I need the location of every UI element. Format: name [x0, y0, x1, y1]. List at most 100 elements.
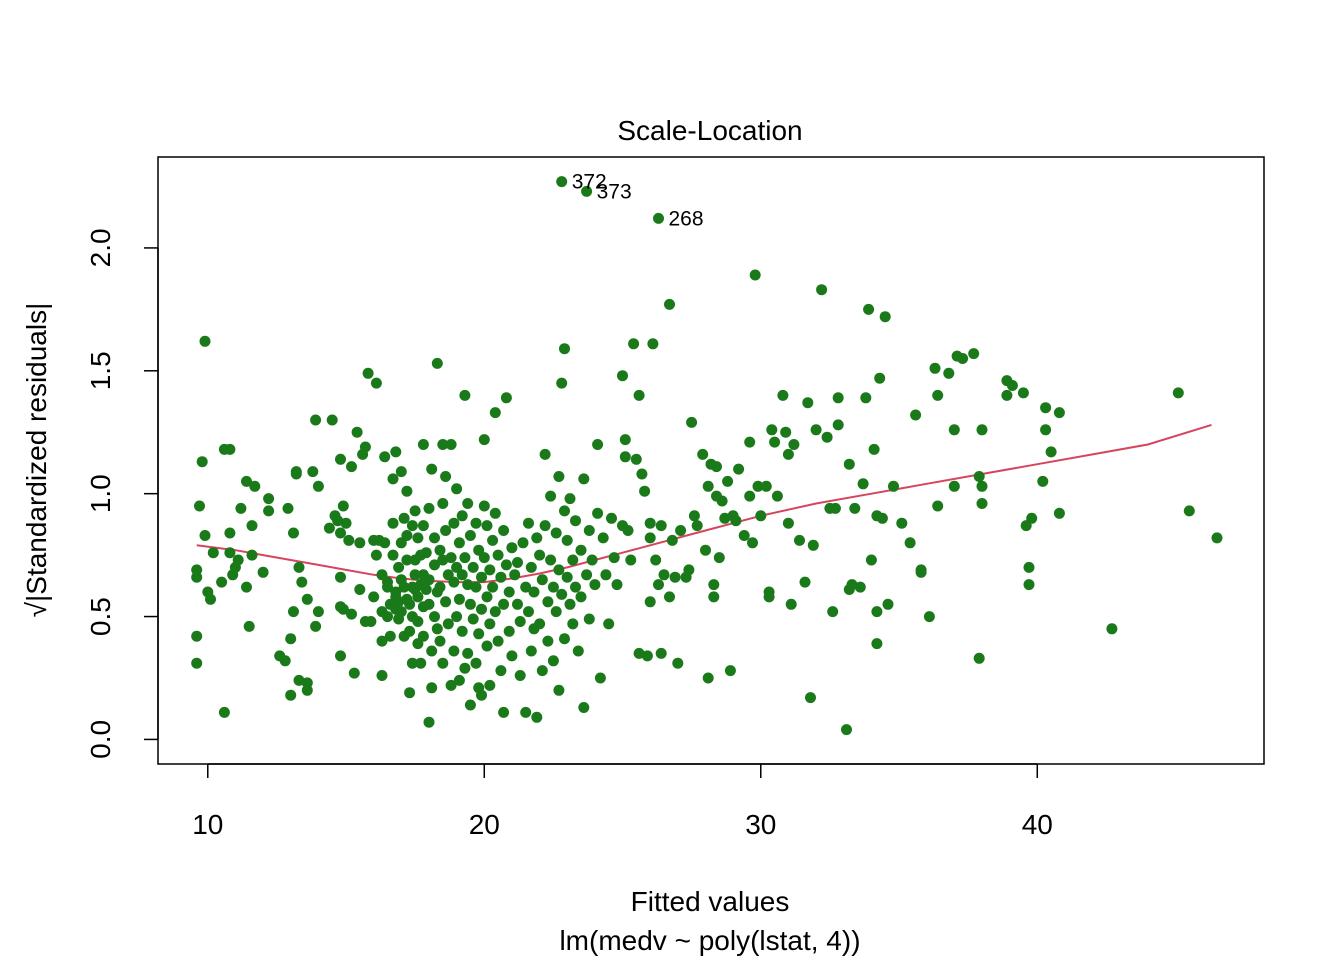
data-point: [531, 711, 543, 723]
data-point: [581, 185, 593, 197]
data-point: [498, 525, 510, 536]
data-point: [337, 500, 349, 512]
data-point: [453, 593, 465, 605]
data-point: [968, 348, 980, 360]
data-point: [829, 502, 841, 514]
data-point: [326, 414, 338, 426]
data-point: [191, 571, 203, 583]
data-point: [865, 554, 877, 566]
data-point: [520, 706, 532, 718]
data-point: [556, 176, 568, 188]
data-point: [1023, 579, 1035, 591]
data-point: [241, 581, 252, 593]
data-point: [589, 579, 601, 591]
data-point: [514, 616, 526, 627]
data-point: [650, 554, 662, 566]
data-point: [559, 505, 570, 517]
data-point: [406, 657, 418, 669]
data-point: [523, 517, 534, 529]
data-point: [235, 502, 247, 514]
data-point: [1040, 424, 1052, 436]
data-point: [241, 475, 252, 487]
data-point: [395, 466, 407, 478]
data-point: [854, 581, 866, 593]
data-point: [622, 525, 634, 536]
data-point: [332, 515, 344, 527]
data-point: [500, 392, 512, 404]
data-point: [749, 269, 761, 281]
data-point: [633, 389, 645, 401]
data-point: [716, 495, 728, 507]
data-point: [478, 552, 490, 564]
data-point: [572, 645, 584, 657]
data-point: [888, 480, 899, 492]
data-point: [199, 530, 211, 541]
data-point: [462, 647, 474, 659]
data-point: [1037, 475, 1049, 487]
data-point: [868, 443, 880, 455]
data-point: [196, 456, 208, 468]
data-point: [915, 566, 927, 578]
data-point: [464, 699, 476, 711]
smooth-layer: [196, 423, 1212, 584]
data-point: [481, 520, 493, 532]
data-point: [1026, 512, 1038, 524]
data-point: [506, 542, 518, 554]
data-point: [205, 593, 216, 605]
data-point: [481, 591, 493, 603]
data-point: [246, 520, 258, 532]
data-point: [263, 493, 275, 505]
y-tick-label: 0.0: [85, 720, 116, 759]
data-point: [608, 552, 620, 564]
data-point: [387, 517, 399, 529]
data-point: [370, 377, 382, 389]
data-point: [531, 532, 543, 544]
data-point: [752, 480, 764, 492]
data-point: [564, 598, 576, 610]
data-point: [282, 502, 294, 514]
data-point: [279, 655, 291, 667]
data-point: [489, 407, 501, 419]
data-point: [335, 527, 346, 539]
data-point: [655, 520, 667, 532]
data-point: [658, 569, 670, 581]
data-point: [456, 569, 468, 581]
data-point: [896, 517, 908, 529]
data-point: [904, 537, 916, 549]
data-point: [431, 357, 443, 369]
data-point: [310, 620, 322, 632]
data-point: [686, 416, 698, 428]
data-point: [603, 618, 615, 630]
data-point: [395, 606, 407, 618]
data-point: [376, 670, 388, 681]
data-point: [763, 591, 775, 603]
data-point: [437, 554, 449, 566]
data-point: [542, 635, 554, 647]
data-point: [805, 692, 816, 704]
data-point: [1106, 623, 1118, 635]
data-point: [293, 674, 305, 686]
data-point: [498, 598, 510, 610]
data-point: [379, 537, 391, 549]
data-point: [744, 436, 756, 448]
data-point: [348, 667, 360, 679]
data-point: [832, 392, 844, 404]
data-point: [702, 672, 714, 684]
data-point: [285, 633, 297, 645]
data-point: [489, 606, 501, 618]
data-point: [453, 537, 465, 549]
y-tick-label: 0.5: [85, 597, 116, 636]
data-point: [307, 466, 319, 478]
data-point: [675, 525, 687, 536]
x-tick-label: 30: [745, 809, 776, 840]
data-point: [1053, 507, 1065, 519]
data-point: [536, 665, 548, 677]
data-point: [564, 493, 576, 505]
data-point: [420, 547, 432, 559]
data-point: [876, 512, 888, 524]
data-point: [224, 443, 236, 455]
data-point: [423, 502, 435, 514]
x-axis: 10 20 30 40: [192, 763, 1053, 840]
data-point: [871, 638, 883, 650]
data-point: [423, 574, 435, 586]
